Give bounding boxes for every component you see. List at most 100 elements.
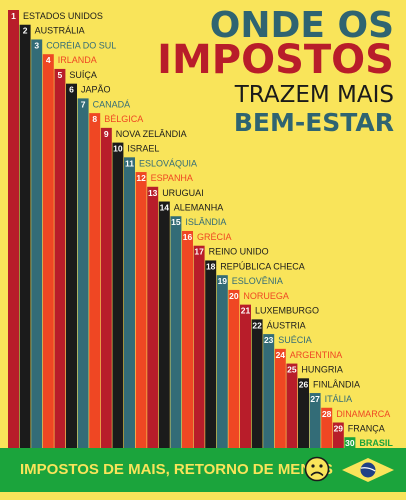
country-label-21: LUXEMBURGO [255,306,319,316]
ranking-chart: 1 ESTADOS UNIDOS 2 AUSTRÁLIA 3 CORÉIA DO SUL 4… [8,10,393,448]
rank-label-18: 18 [206,261,216,271]
country-label-23: SUÉCIA [278,335,312,345]
rank-label-24: 24 [276,350,286,360]
rank-label-2: 2 [23,26,28,36]
rank-label-14: 14 [160,203,170,213]
rank-label-11: 11 [125,158,134,168]
country-label-2: AUSTRÁLIA [35,26,85,36]
country-label-22: ÁUSTRIA [267,320,306,330]
country-label-30: BRASIL [359,438,393,448]
country-label-24: ARGENTINA [290,350,343,360]
bar-14 [158,201,170,448]
bar-26 [298,378,309,448]
bar-22 [251,319,263,448]
country-label-29: FRANÇA [348,423,385,433]
bar-25 [286,363,298,448]
bar-23 [263,334,275,448]
title-line-4: BEM-ESTAR [233,108,394,137]
rank-label-5: 5 [58,70,63,80]
bar-12 [135,172,147,448]
bar-15 [170,216,182,448]
rank-label-28: 28 [322,409,332,419]
bar-27 [309,393,321,448]
bar-13 [147,186,159,448]
brazil-flag-icon [340,456,396,484]
country-label-18: REPÚBLICA CHECA [220,261,305,271]
footer-banner: IMPOSTOS DE MAIS, RETORNO DE MENOS [0,448,406,492]
bar-8 [89,113,101,448]
bar-1 [8,10,19,448]
country-label-13: URUGUAI [162,188,204,198]
rank-label-23: 23 [264,335,274,345]
bar-10 [112,142,124,448]
bar-3 [31,39,43,448]
country-label-17: REINO UNIDO [209,247,269,257]
bar-4 [42,54,54,448]
country-label-14: ALEMANHA [174,203,224,213]
rank-label-12: 12 [136,173,146,183]
bar-21 [240,304,251,448]
country-label-16: GRÉCIA [197,232,232,242]
rank-label-21: 21 [241,306,251,316]
rank-label-9: 9 [104,129,109,139]
country-label-4: IRLANDA [58,55,97,65]
rank-label-7: 7 [81,99,86,109]
bottom-strip [0,492,406,500]
rank-label-6: 6 [69,85,74,95]
rank-label-1: 1 [11,11,16,21]
country-label-27: ITÁLIA [325,394,353,404]
rank-label-19: 19 [218,276,228,286]
bar-28 [321,407,333,448]
country-label-9: NOVA ZELÂNDIA [116,129,187,139]
country-label-11: ESLOVÁQUIA [139,158,197,168]
country-label-6: JAPÃO [81,85,111,95]
bar-20 [228,289,240,448]
rank-label-30: 30 [345,438,355,448]
country-label-10: ISRAEL [127,144,159,154]
rank-label-29: 29 [334,423,344,433]
country-label-7: CANADÁ [93,99,131,109]
bar-6 [66,83,77,448]
title-line-3: TRAZEM MAIS [234,82,394,108]
title-line-1: ONDE OS [209,5,394,46]
rank-label-16: 16 [183,232,193,242]
bar-29 [332,422,344,448]
rank-label-27: 27 [310,394,320,404]
country-label-12: ESPANHA [151,173,193,183]
country-label-3: CORÉIA DO SUL [46,40,116,50]
rank-label-3: 3 [34,40,39,50]
country-label-20: NORUEGA [243,291,289,301]
rank-label-10: 10 [113,144,123,154]
country-label-26: FINLÂNDIA [313,379,360,389]
rank-label-8: 8 [92,114,97,124]
bar-17 [193,245,205,448]
country-label-1: ESTADOS UNIDOS [23,11,103,21]
title-line-2: IMPOSTOS [157,37,394,83]
country-label-8: BÉLGICA [104,114,143,124]
bar-9 [100,127,112,448]
bar-30 [344,437,356,448]
rank-label-17: 17 [194,247,204,257]
sad-face-icon [304,456,330,482]
rank-label-22: 22 [252,320,262,330]
bar-11 [124,157,135,448]
bar-18 [205,260,217,448]
bar-2 [19,24,31,448]
country-label-5: SUÍÇA [69,70,97,80]
country-label-28: DINAMARCA [336,409,390,419]
bar-24 [274,348,286,448]
bar-7 [77,98,89,448]
bar-19 [216,275,228,448]
footer-text: IMPOSTOS DE MAIS, RETORNO DE MENOS [20,461,333,478]
bar-16 [182,230,193,448]
country-label-25: HUNGRIA [301,365,343,375]
rank-label-13: 13 [148,188,158,198]
bar-5 [54,68,66,448]
rank-label-25: 25 [287,365,297,375]
rank-label-20: 20 [229,291,239,301]
country-label-15: ISLÂNDIA [185,217,226,227]
rank-label-15: 15 [171,217,181,227]
rank-label-26: 26 [299,379,309,389]
country-label-19: ESLOVÊNIA [232,276,283,286]
rank-label-4: 4 [46,55,51,65]
